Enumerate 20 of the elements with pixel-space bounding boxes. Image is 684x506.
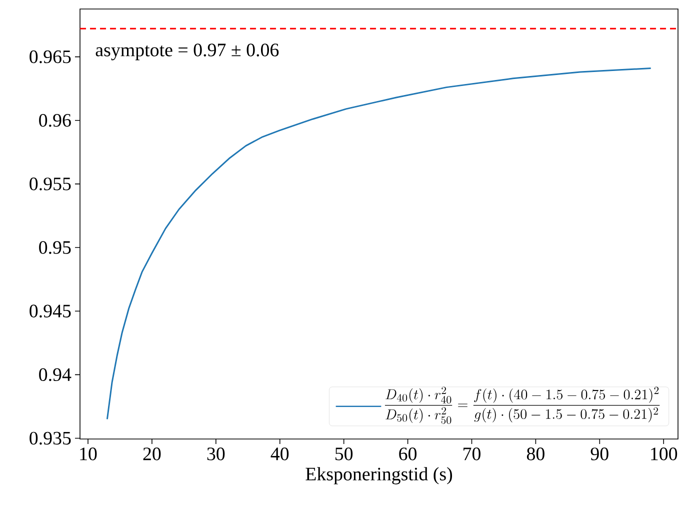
x-tick-label: 100 bbox=[651, 448, 678, 460]
y-tick-label: 0.945 bbox=[30, 304, 71, 318]
y-tick-label: 0.95 bbox=[39, 241, 71, 254]
x-tick-label: 90 bbox=[590, 448, 608, 460]
y-tick-label: 0.955 bbox=[30, 178, 71, 190]
x-axis-title: Eksponeringstid (s) bbox=[306, 467, 452, 484]
x-tick-label: 20 bbox=[143, 448, 161, 460]
legend-label: $\frac{D_{40}(t)\cdot r_{40}^2}{D_{50}(t)\cdot r_{50}^2} = \frac{f(t)\cdot(40-1.5-0.75-0.21)^2}{g(t)\cdot(50-1.5-0.75-0.21)^2}$ bbox=[384, 386, 660, 424]
x-tick-label: 40 bbox=[270, 448, 289, 460]
y-tick-label: 0.965 bbox=[30, 50, 71, 64]
x-tick-label: 30 bbox=[207, 448, 225, 460]
x-tick-label: 60 bbox=[399, 448, 417, 460]
y-tick-label: 0.935 bbox=[30, 432, 71, 445]
y-tick-label: 0.94 bbox=[39, 368, 72, 382]
x-tick-label: 70 bbox=[464, 448, 480, 460]
annotation: asymptote = 0.97 ± 0.06 bbox=[96, 44, 279, 60]
x-tick-label: 80 bbox=[526, 448, 544, 460]
y-tick-label: 0.96 bbox=[39, 114, 71, 127]
x-tick-label: 10 bbox=[80, 448, 97, 460]
x-tick-label: 50 bbox=[335, 448, 353, 460]
